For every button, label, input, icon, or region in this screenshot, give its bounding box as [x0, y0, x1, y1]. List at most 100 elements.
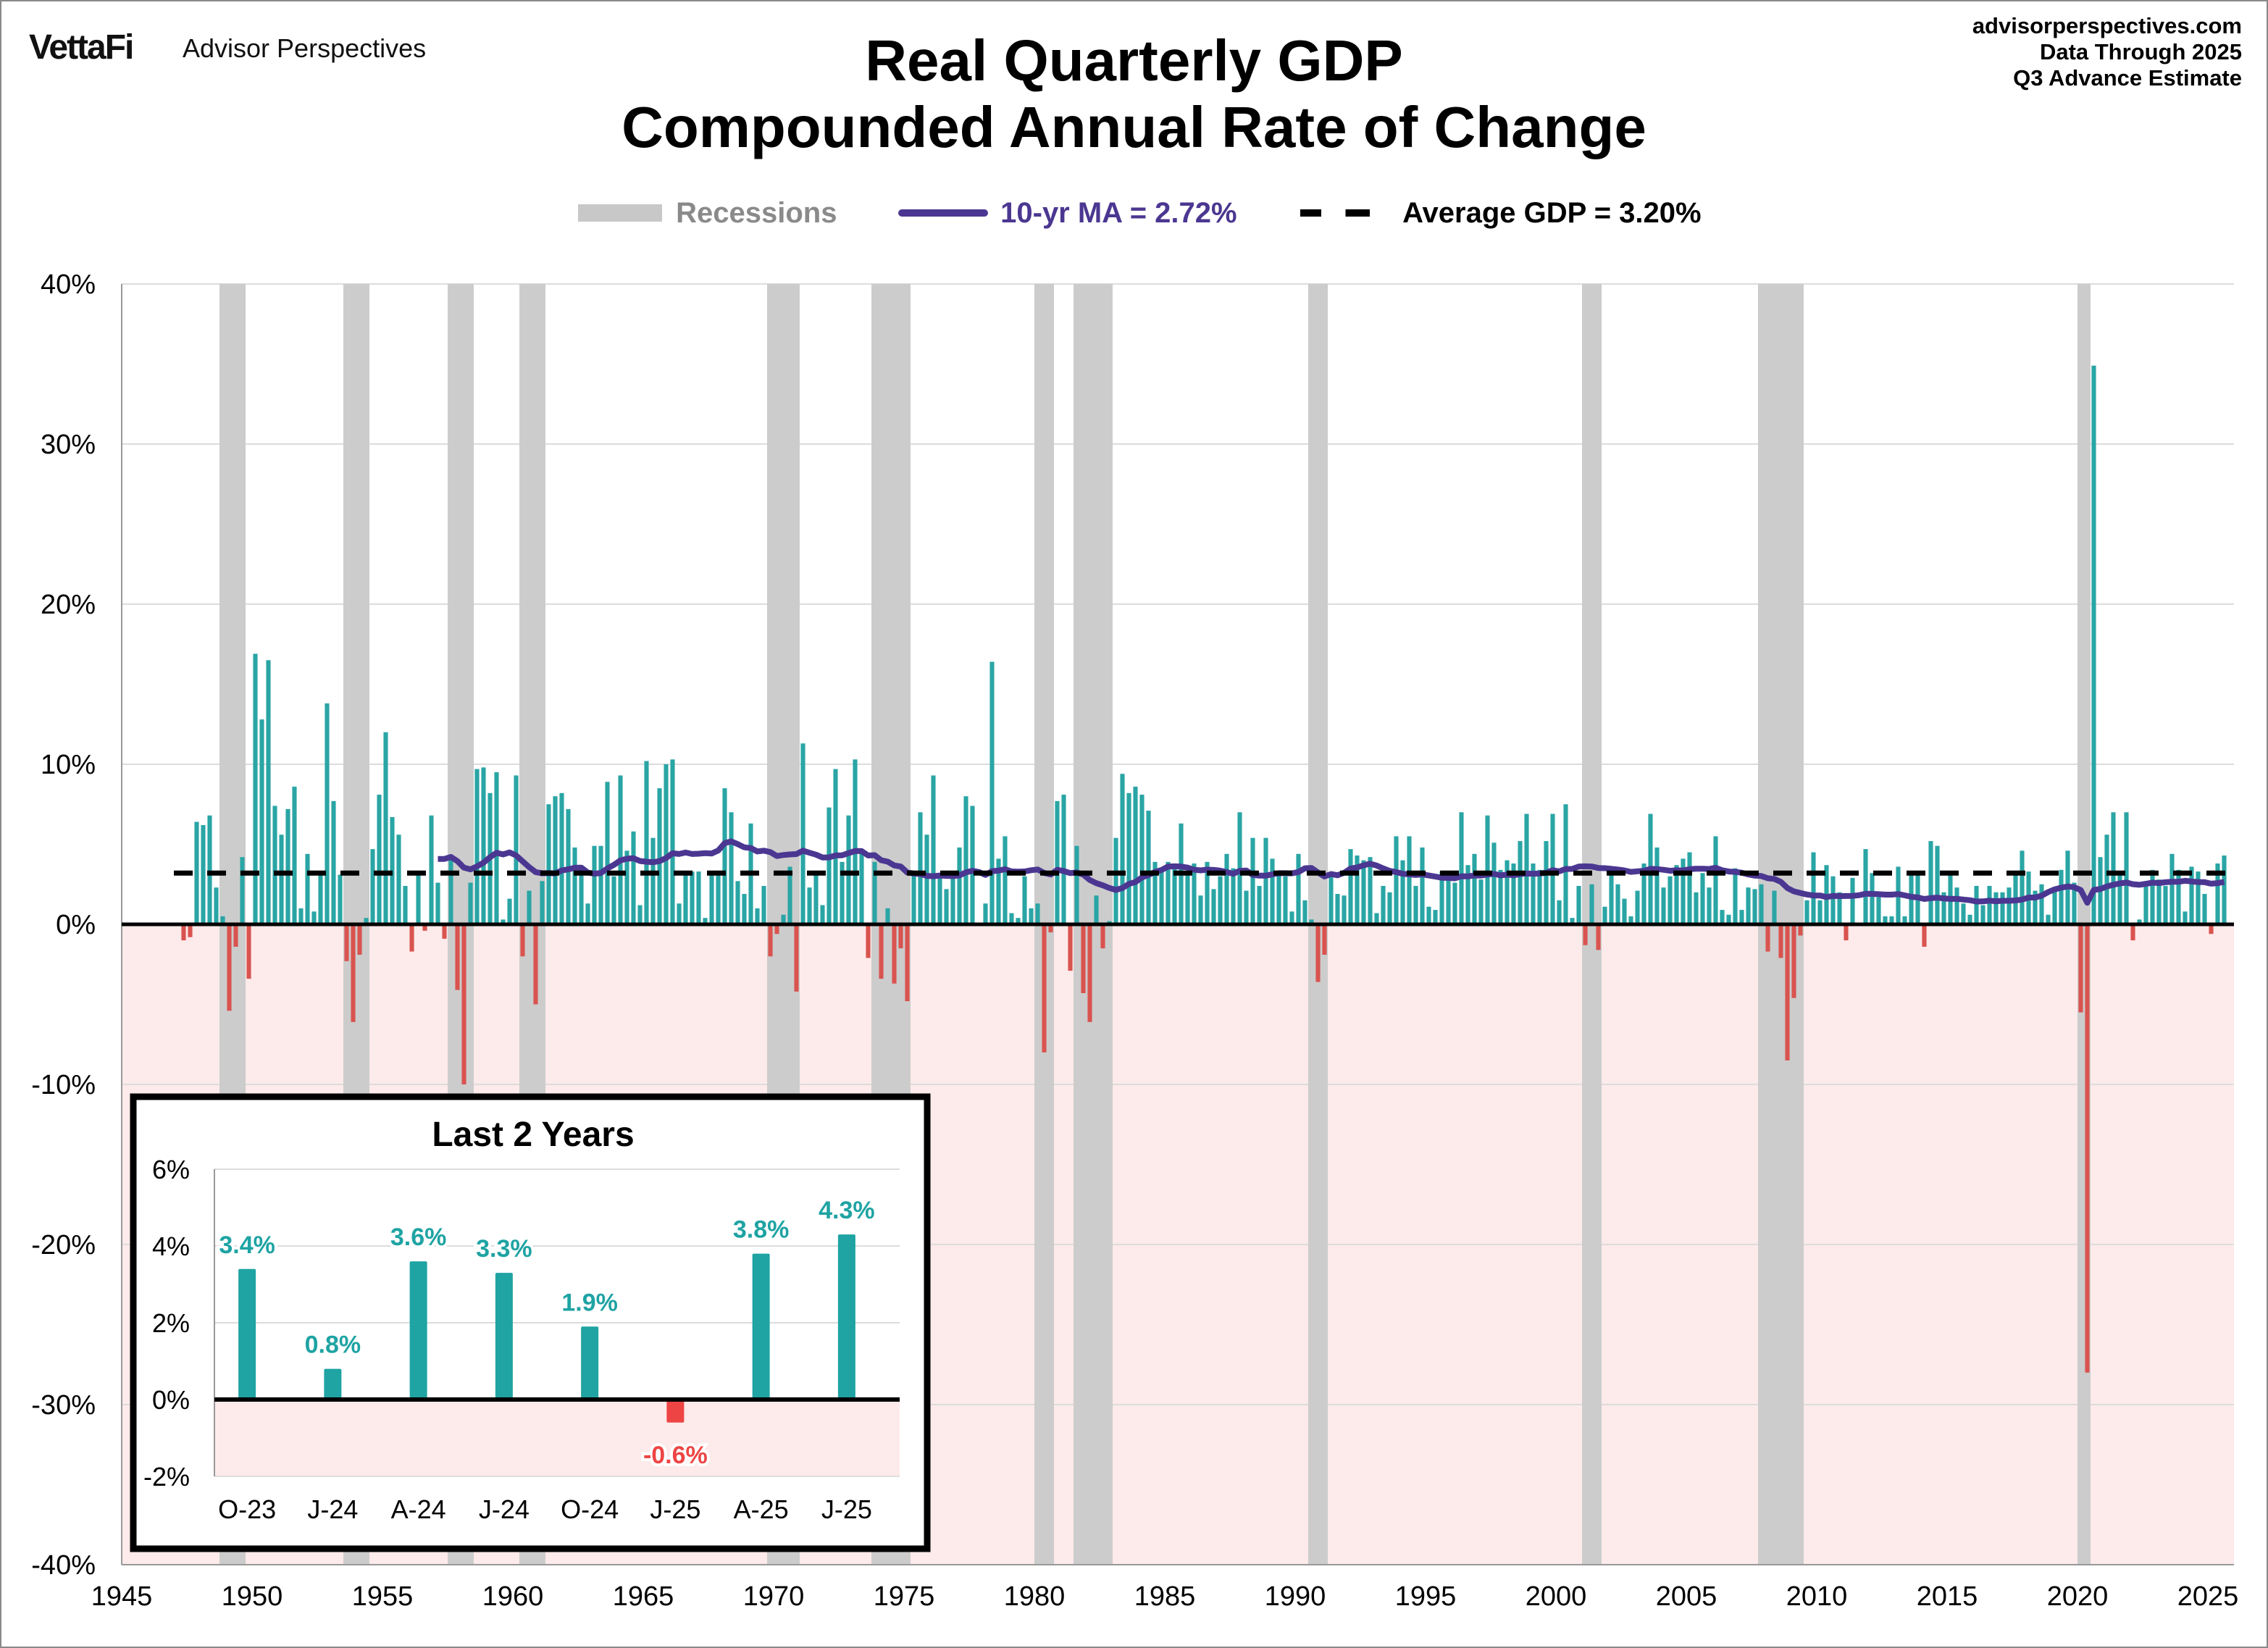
x-tick-label: 1950: [222, 1581, 283, 1612]
gdp-bar: [872, 861, 877, 924]
gdp-bar: [1361, 860, 1366, 924]
gdp-bar: [820, 905, 825, 924]
inset-last-2-years: Last 2 Years 6% 4% 2% 0% -2% 3.4% O-23 0.8% J-24 3…: [130, 1093, 931, 1552]
dashed-line-icon: [1300, 209, 1370, 217]
gdp-bar: [285, 808, 290, 924]
gdp-bar: [611, 876, 616, 924]
gdp-bar: [1491, 842, 1497, 924]
gdp-bar: [481, 767, 486, 924]
gdp-bar: [1778, 924, 1783, 958]
inset-data-label: -0.6%: [643, 1442, 708, 1469]
gdp-bar: [1355, 855, 1360, 924]
gdp-bar: [1113, 837, 1118, 924]
gdp-bar: [2085, 924, 2090, 1373]
gdp-bar: [729, 812, 734, 924]
gdp-bar: [605, 782, 610, 924]
gdp-bar: [383, 732, 388, 924]
gdp-bar: [1830, 876, 1836, 924]
gdp-bar: [657, 788, 662, 924]
gdp-bar: [1068, 924, 1073, 971]
gdp-bar: [2078, 924, 2083, 1013]
source-site: advisorperspectives.com: [1972, 13, 2242, 38]
gdp-bar: [931, 775, 936, 924]
gdp-bar: [1544, 841, 1549, 924]
gdp-bar: [1231, 868, 1236, 924]
gdp-bar: [1003, 836, 1008, 924]
gdp-bar: [409, 924, 414, 952]
gdp-bar: [1192, 863, 1197, 924]
gdp-bar: [1844, 924, 1849, 941]
x-tick-label: 1955: [352, 1581, 414, 1612]
gdp-bar: [1263, 837, 1268, 924]
gdp-bar: [637, 905, 643, 924]
gdp-bar: [272, 806, 277, 924]
gdp-bar: [318, 874, 323, 924]
x-tick-label: 2015: [1917, 1581, 1978, 1612]
gdp-bar: [787, 866, 792, 924]
gdp-bar: [1681, 858, 1686, 924]
gdp-bar: [1935, 845, 1940, 924]
gdp-bar: [1074, 845, 1079, 924]
gdp-bar: [1765, 924, 1770, 952]
gdp-bar: [1661, 887, 1666, 924]
gdp-bar: [1126, 792, 1131, 924]
gdp-bar: [1863, 849, 1868, 924]
gdp-bar: [1055, 800, 1060, 924]
inset-data-label: 3.6%: [390, 1224, 447, 1251]
gdp-bar: [1804, 900, 1809, 924]
gdp-bar: [1218, 876, 1223, 924]
gdp-bar: [527, 890, 532, 924]
gdp-bar: [703, 918, 708, 924]
gdp-bar: [846, 815, 851, 924]
x-tick-label: 2025: [2177, 1581, 2239, 1612]
gdp-bar: [227, 924, 232, 1011]
gdp-bar: [1133, 786, 1138, 924]
gdp-bar: [1720, 910, 1725, 924]
gdp-bar: [631, 831, 636, 924]
gdp-bar: [970, 806, 975, 924]
inset-x-tick-label: A-25: [734, 1494, 789, 1524]
gdp-bar: [442, 924, 447, 939]
gdp-bar: [2189, 866, 2194, 924]
gdp-bar: [1596, 924, 1601, 950]
inset-y-tick-label: 6%: [152, 1155, 190, 1184]
gdp-bar: [403, 885, 408, 924]
gdp-bar: [1628, 916, 1633, 924]
gdp-bar: [194, 821, 199, 924]
gdp-bar: [325, 703, 330, 924]
gdp-bar: [1139, 794, 1145, 924]
data-through: Data Through 2025: [2039, 39, 2242, 64]
gdp-bar: [1785, 924, 1790, 1061]
gdp-bar: [1302, 900, 1307, 924]
inset-x-tick-label: J-24: [479, 1494, 530, 1524]
gdp-bar: [579, 866, 584, 924]
gdp-bar: [1746, 887, 1751, 924]
gdp-bar: [827, 807, 832, 924]
gdp-bar: [716, 873, 721, 924]
gdp-bar: [1328, 874, 1334, 924]
gdp-bar: [683, 873, 688, 924]
gdp-bar: [2117, 871, 2122, 924]
gdp-bar: [1609, 869, 1614, 924]
gdp-bar: [2130, 924, 2135, 941]
gdp-bar: [1961, 903, 1966, 924]
gdp-bar: [774, 924, 779, 934]
x-tick-label: 1995: [1395, 1581, 1457, 1612]
inset-y-tick-label: 4%: [152, 1231, 190, 1261]
gdp-bar: [924, 835, 929, 924]
ma-line: [438, 838, 2225, 906]
x-tick-label: 1975: [874, 1581, 935, 1612]
gdp-bar: [2163, 885, 2168, 924]
gdp-bar: [1146, 811, 1151, 924]
inset-x-tick-label: A-24: [391, 1494, 446, 1524]
gdp-bar: [983, 903, 988, 924]
gdp-bar: [1152, 861, 1158, 924]
gdp-bar: [1283, 876, 1288, 924]
inset-x-tick-label: J-25: [821, 1494, 872, 1524]
gdp-bar: [305, 853, 310, 924]
gdp-bar: [1589, 884, 1594, 924]
gdp-bar: [1120, 774, 1125, 924]
gdp-bar: [1850, 877, 1855, 924]
gdp-bar: [2000, 892, 2005, 924]
gdp-bar: [1791, 924, 1796, 998]
